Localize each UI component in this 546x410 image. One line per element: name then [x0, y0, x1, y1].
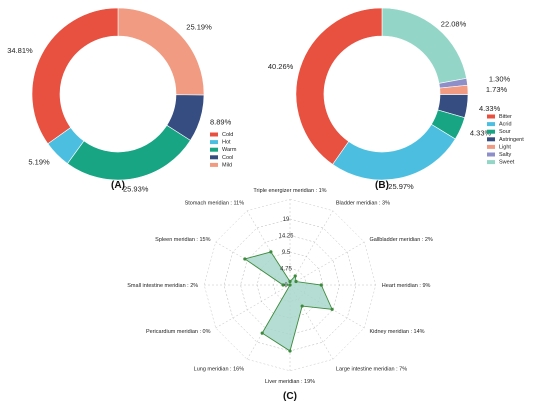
radar-point-lung-meridian: [260, 331, 264, 335]
a-legend-swatch-cool: [210, 155, 218, 160]
panel-label-c: (C): [283, 391, 297, 402]
a-legend-swatch-mild: [210, 162, 218, 167]
b-legend-swatch-sour: [487, 129, 495, 134]
a-slice-label-warm: 25.93%: [123, 184, 149, 193]
radar-tick-label-0: 0: [284, 283, 288, 289]
radar-tick-label-4: 19: [283, 217, 290, 223]
radar-point-liver-meridian: [288, 349, 292, 353]
panel-label-a: (A): [111, 180, 125, 191]
b-legend-label-sweet: Sweet: [499, 160, 515, 166]
b-slice-bitter: [295, 7, 383, 165]
radar-point-gallbladder-meridian: [294, 279, 298, 284]
b-slice-label-sweet: 22.08%: [441, 19, 467, 28]
a-slice-label-cool: 8.89%: [210, 118, 232, 127]
a-legend-swatch-hot: [210, 140, 218, 145]
radar-axis-label-spleen-meridian: Spleen meridian : 15%: [155, 237, 210, 243]
radar-point-large-intestine-meridian: [300, 304, 304, 308]
b-legend-label-acrid: Acrid: [499, 122, 512, 128]
radar-point-spleen-meridian: [243, 257, 247, 261]
b-slice-label-sour: 4.33%: [470, 129, 492, 138]
radar-axis-label-kidney-meridian: Kidney meridian : 14%: [370, 329, 425, 335]
b-legend-label-sour: Sour: [499, 129, 511, 135]
a-legend-label-mild: Mild: [222, 162, 232, 168]
radar-axis-label-large-intestine-meridian: Large intestine meridian : 7%: [336, 367, 407, 373]
a-legend-swatch-cold: [210, 132, 218, 137]
a-slice-label-hot: 5.19%: [28, 158, 50, 167]
radar-axis-label-triple-energizer-meridian: Triple energizer meridian : 1%: [253, 188, 326, 194]
radar-point-heart-meridian: [319, 283, 323, 287]
radar-axis-label-lung-meridian: Lung meridian : 16%: [194, 367, 245, 373]
radar-point-triple-energizer-meridian: [288, 279, 292, 284]
a-slice-label-cold: 34.81%: [7, 46, 33, 55]
b-legend-swatch-light: [487, 144, 495, 149]
b-legend-swatch-sweet: [487, 160, 495, 165]
radar-tick-label-1: 4.75: [280, 267, 292, 273]
a-slice-warm: [67, 124, 191, 181]
radar-spoke-1: [289, 210, 334, 286]
radar-point-small-intestine-meridian: [281, 283, 285, 287]
a-slice-mild: [117, 7, 205, 96]
a-slice-label-mild: 25.19%: [186, 23, 212, 32]
radar-axis-label-gallbladder-meridian: Gallbladder meridian : 2%: [370, 237, 433, 243]
panel-label-b: (B): [375, 180, 389, 191]
b-legend-swatch-acrid: [487, 122, 495, 127]
a-legend-label-cool: Cool: [222, 155, 233, 161]
b-legend-label-salty: Salty: [499, 152, 511, 158]
a-legend-label-hot: Hot: [222, 140, 231, 146]
b-slice-acrid: [332, 123, 456, 181]
b-slice-label-astringent: 4.33%: [479, 104, 501, 113]
a-legend-label-cold: Cold: [222, 132, 233, 138]
b-legend-label-bitter: Bitter: [499, 114, 512, 120]
radar-axis-label-stomach-meridian: Stomach meridian : 11%: [185, 201, 245, 207]
radar-axis-label-liver-meridian: Liver meridian : 19%: [265, 379, 315, 385]
radar-axis-label-pericardium-meridian: Pericardium meridian : 0%: [146, 329, 211, 335]
radar-point-kidney-meridian: [330, 307, 334, 311]
b-slice-label-bitter: 40.26%: [268, 62, 294, 71]
radar-tick-label-2: 9.5: [282, 250, 291, 256]
radar-axis-label-heart-meridian: Heart meridian : 9%: [382, 283, 431, 289]
radar-axis-label-bladder-meridian: Bladder meridian : 3%: [336, 201, 390, 207]
radar-spoke-2: [289, 241, 365, 286]
radar-point-pericardium-meridian: [288, 283, 292, 287]
radar-chart-c: 0 4.75 9.5 14.25 19 Triple energizer meridian…: [127, 188, 433, 385]
b-slice-label-acrid: 25.97%: [388, 182, 414, 191]
radar-axis-label-small-intestine-meridian: Small intestine meridian : 2%: [127, 283, 198, 289]
b-legend-swatch-astringent: [487, 137, 495, 142]
radar-tick-label-3: 14.25: [278, 234, 294, 240]
b-legend-label-light: Light: [499, 144, 511, 150]
b-legend-swatch-bitter: [487, 114, 495, 119]
a-legend-swatch-warm: [210, 147, 218, 152]
donut-chart-b: 22.08% 1.30%1.73% 4.33% 4.33% 25.97% 40.26% Bi…: [268, 7, 524, 191]
b-slice-label-light: 1.73%: [486, 85, 508, 94]
b-slice-label-salty: 1.30%: [489, 75, 511, 84]
a-slice-cold: [31, 7, 119, 145]
b-legend-label-astringent: Astringent: [499, 137, 524, 143]
radar-point-stomach-meridian: [269, 250, 273, 254]
radar-point-bladder-meridian: [293, 274, 297, 278]
a-legend-label-warm: Warm: [222, 147, 237, 153]
b-legend-swatch-salty: [487, 152, 495, 157]
